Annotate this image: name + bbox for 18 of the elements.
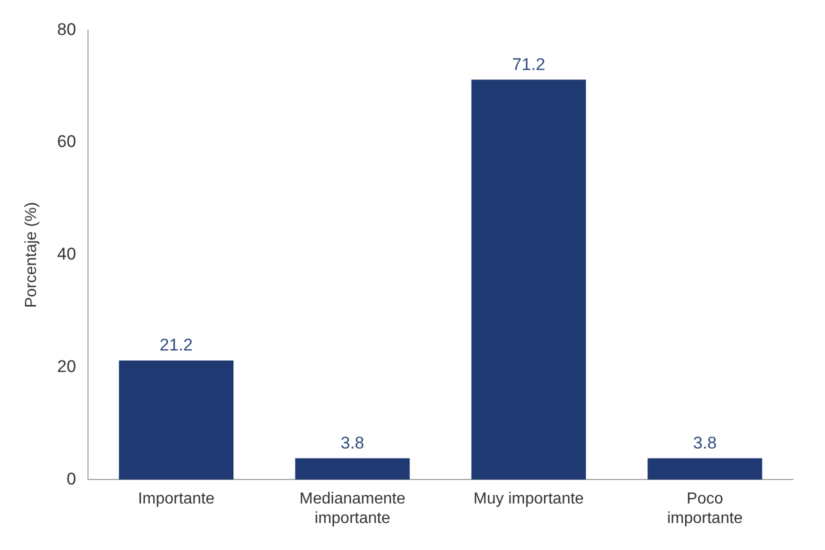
- y-tick-label: 40: [57, 244, 76, 264]
- y-tick-label: 60: [57, 132, 76, 152]
- x-tick-label: Importante: [138, 490, 215, 508]
- y-tick-label: 80: [57, 20, 76, 39]
- x-tick-label: Muy importante: [474, 490, 584, 508]
- data-label: 71.2: [512, 54, 546, 74]
- bar: [648, 458, 762, 480]
- bar: [471, 80, 586, 480]
- y-axis-title: Porcentaje (%): [23, 202, 40, 308]
- x-tick-label: Poco importante: [667, 490, 743, 527]
- bar: [295, 458, 410, 480]
- data-label: 21.2: [160, 336, 193, 355]
- data-label: 3.8: [340, 433, 364, 452]
- y-tick-label: 0: [66, 469, 76, 488]
- data-label: 3.8: [693, 433, 717, 452]
- bar: [118, 360, 234, 480]
- y-tick-label: 20: [57, 356, 76, 376]
- x-tick-label: Medianamente importante: [300, 490, 406, 527]
